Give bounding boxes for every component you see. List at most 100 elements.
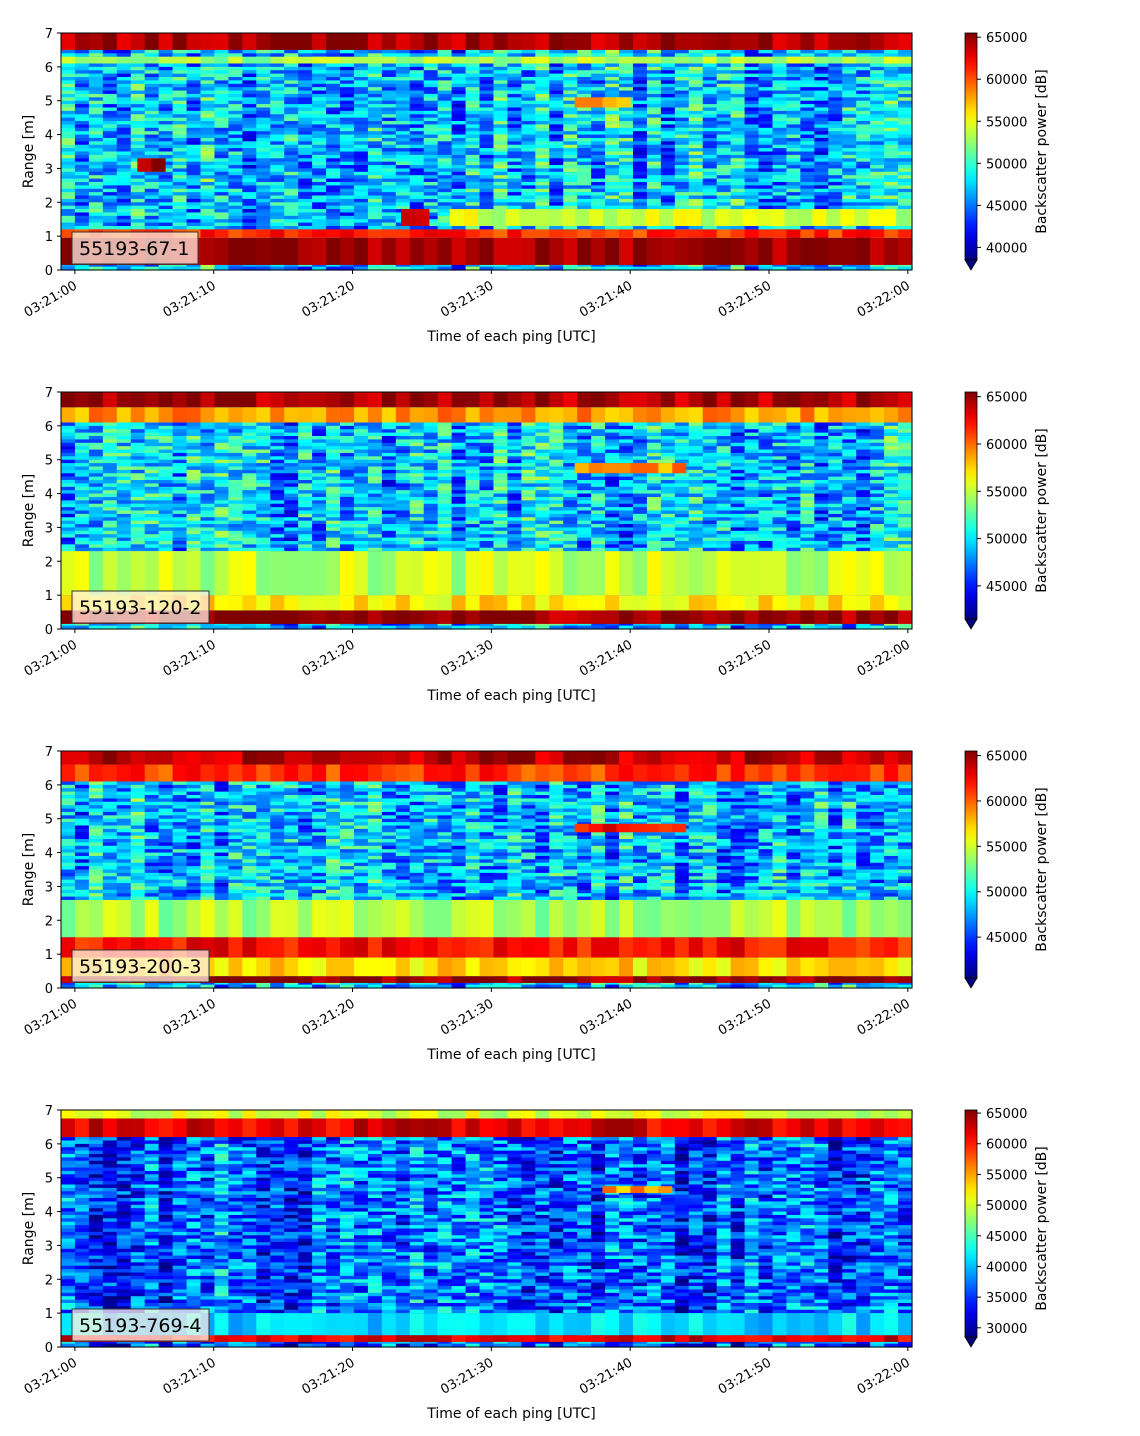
heatmap-cell [200,178,216,183]
heatmap-cell [61,131,76,136]
heatmap-cell [312,188,327,193]
heatmap-cell [61,219,76,224]
heatmap-cell [409,144,425,149]
heatmap-cell [284,181,299,186]
heatmap-cell [270,171,285,176]
heatmap-cell [451,165,467,170]
heatmap-cell [340,181,355,186]
heatmap-cell [200,137,216,142]
heatmap-cell [158,114,174,119]
heatmap-cell [312,151,327,156]
echo-band [674,229,690,238]
heatmap-cell [172,215,188,220]
heatmap-cell [395,87,411,92]
echo-band [353,237,369,265]
heatmap-cell [116,209,132,214]
heatmap-cell [172,263,188,268]
heatmap-cell [214,93,230,98]
heatmap-cell [298,73,313,78]
echo-band [326,229,341,238]
echo-band [158,56,174,64]
heatmap-cell [130,202,146,207]
heatmap-cell [158,202,174,207]
heatmap-cell [256,121,271,126]
heatmap-cell [214,127,230,132]
echo-band [88,33,104,50]
heatmap-cell [242,63,257,68]
heatmap-cell [242,165,257,170]
heatmap-cell [172,158,188,163]
heatmap-cell [284,83,299,88]
heatmap-cell [409,195,425,200]
heatmap-cell [326,63,341,68]
heatmap-cell [326,215,341,220]
heatmap-cell [61,100,76,105]
heatmap-cell [228,131,243,136]
heatmap-cell [409,205,425,210]
heatmap-cell [409,131,425,136]
heatmap-cell [74,77,90,81]
heatmap-cell [102,87,118,92]
heatmap-cell [437,215,453,220]
heatmap-cell [102,165,118,170]
heatmap-cell [74,93,90,98]
heatmap-cell [130,225,146,230]
heatmap-cell [61,171,76,176]
heatmap-cell [200,110,216,115]
heatmap-cell [270,87,285,92]
heatmap-cell [326,161,341,166]
heatmap-cell [74,73,90,78]
heatmap-cell [102,93,118,98]
heatmap-cell [186,70,202,75]
heatmap-cell [340,121,355,126]
heatmap-cell [298,70,313,75]
heatmap-cell [395,124,411,129]
heatmap-cell [242,161,257,166]
heatmap-cell [228,192,243,197]
heatmap-cell [88,205,104,210]
echo-band [772,229,787,238]
heatmap-cell [381,209,397,214]
heatmap-cell [465,49,481,54]
heatmap-cell [130,63,146,68]
heatmap-cell [381,90,397,95]
heatmap-cell [340,83,355,88]
heatmap-cell [214,104,230,109]
heatmap-cell [144,63,160,68]
heatmap-cell [423,104,439,109]
heatmap-cell [74,127,90,132]
heatmap-cell [74,90,90,95]
heatmap-cell [423,141,439,146]
heatmap-cell [395,158,411,163]
heatmap-cell [186,100,202,105]
heatmap-cell [214,53,230,58]
echo-band [353,33,369,50]
heatmap-cell [256,110,271,115]
heatmap-cell [409,117,425,122]
heatmap-cell [353,70,369,75]
heatmap-cell [409,165,425,170]
heatmap-cell [172,80,188,85]
heatmap-cell [451,107,467,112]
echo-band [479,229,494,238]
echo-band [200,237,215,265]
heatmap-cell [172,198,188,203]
heatmap-cell [200,148,216,153]
heatmap-cell [242,110,257,115]
heatmap-cell [214,141,230,146]
heatmap-cell [88,178,104,183]
heatmap-cell [340,222,355,227]
heatmap-cell [256,73,271,78]
heatmap-cell [409,161,425,166]
heatmap-cell [326,212,341,217]
heatmap-cell [367,53,383,58]
heatmap-cell [214,195,230,200]
heatmap-cell [242,114,257,119]
heatmap-cell [340,134,355,139]
heatmap-cell [242,209,257,214]
colorbar-gradient [964,32,978,261]
echo-band [298,229,313,238]
heatmap-cell [367,110,383,115]
heatmap-cell [200,114,216,119]
heatmap-cell [409,192,425,197]
